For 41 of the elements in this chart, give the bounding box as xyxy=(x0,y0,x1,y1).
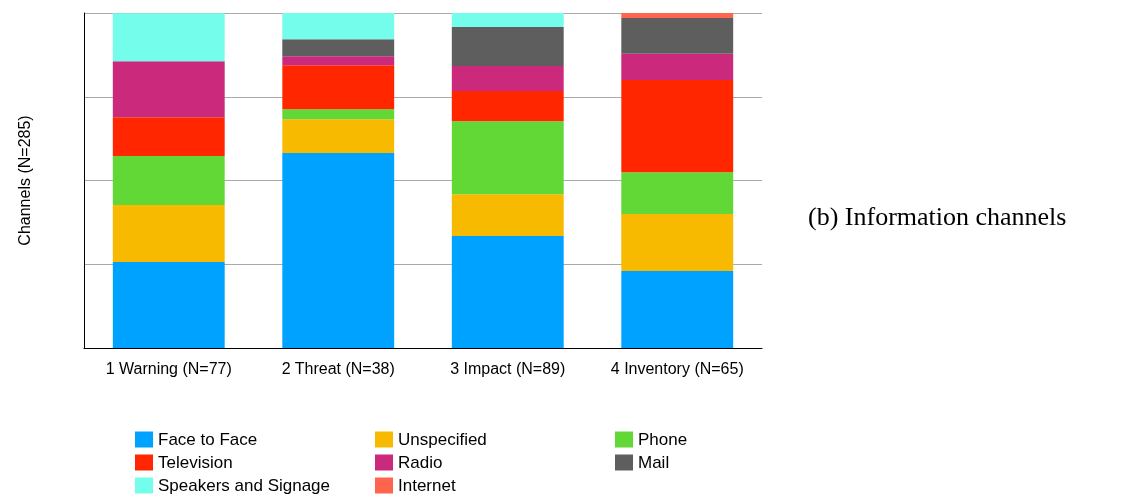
bar xyxy=(621,13,734,19)
x-tick-label: 2 Threat (N=38) xyxy=(281,359,395,377)
text: (b) Information channels xyxy=(808,201,1067,231)
legend-label: Television xyxy=(158,453,233,472)
bar xyxy=(112,61,225,118)
y-axis-title: Channels (N=285) xyxy=(15,115,33,246)
bar xyxy=(282,56,395,66)
bar xyxy=(282,109,395,120)
legend-label: Radio xyxy=(398,453,443,472)
bar xyxy=(451,13,564,28)
bar xyxy=(621,18,734,54)
bar xyxy=(621,80,734,173)
legend-label: Internet xyxy=(398,476,456,495)
bar xyxy=(621,214,734,271)
legend-label: Unspecified xyxy=(398,430,487,449)
bar xyxy=(112,117,225,157)
bar xyxy=(451,65,564,92)
bar xyxy=(451,194,564,237)
x-tick-label: 1 Warning (N=77) xyxy=(105,359,232,377)
legend-label: Face to Face xyxy=(158,430,258,449)
bar xyxy=(282,119,395,154)
bar xyxy=(282,153,395,348)
bar xyxy=(621,270,734,348)
bar xyxy=(621,53,734,80)
x-tick-label: 4 Inventory (N=65) xyxy=(610,359,744,377)
bar xyxy=(282,65,395,110)
legend-label: Phone xyxy=(638,430,688,449)
bar xyxy=(451,91,564,122)
bar xyxy=(112,156,225,205)
legend-label: Mail xyxy=(638,453,670,472)
bar xyxy=(112,13,225,62)
bar xyxy=(282,13,395,40)
bar xyxy=(451,27,564,66)
bar xyxy=(451,236,564,348)
bar xyxy=(112,204,225,262)
bar xyxy=(621,172,734,214)
bar xyxy=(451,121,564,195)
legend-label: Speakers and Signage xyxy=(158,476,331,495)
x-tick-label: 3 Impact (N=89) xyxy=(450,359,566,377)
bar xyxy=(112,261,225,348)
bar xyxy=(282,39,395,57)
